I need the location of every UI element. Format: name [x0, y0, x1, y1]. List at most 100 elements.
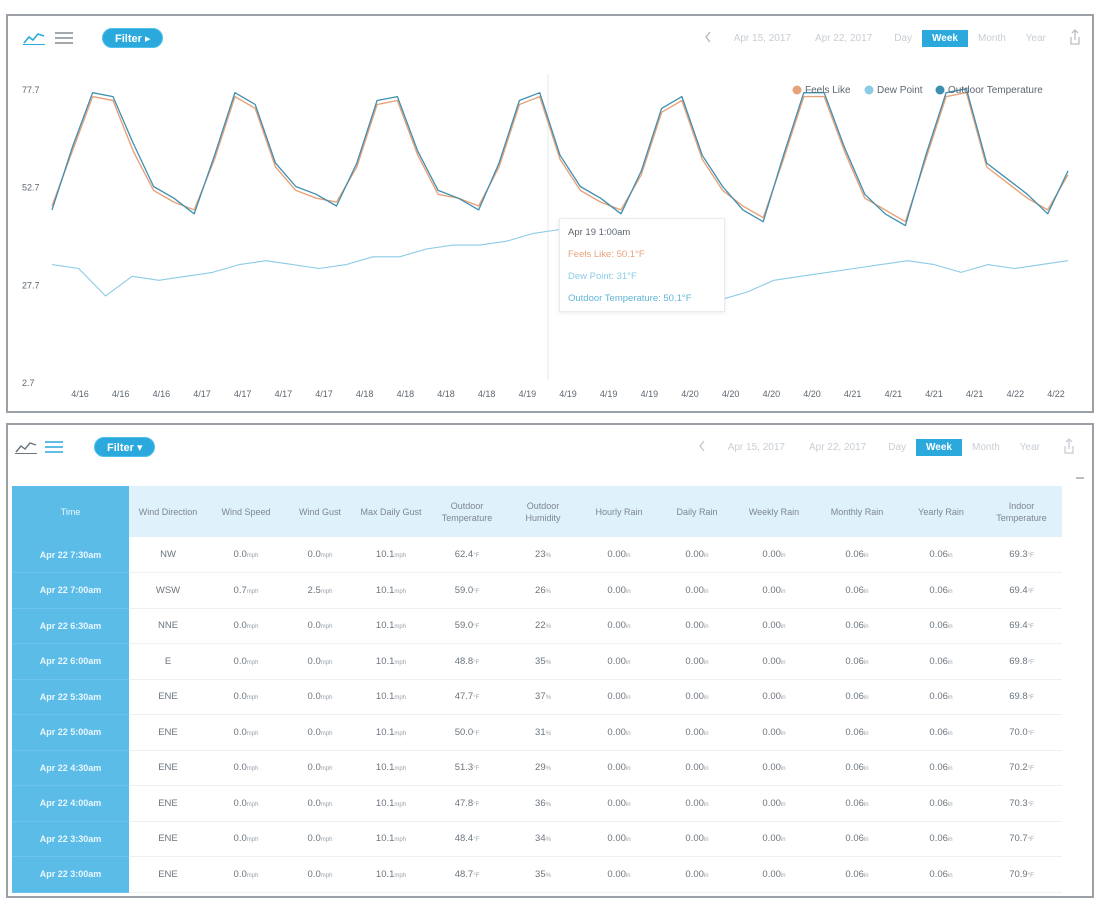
segment-week[interactable]: Week [922, 29, 968, 47]
series-line-outdoor-temperature[interactable] [51, 88, 1069, 227]
cell-unit: in [780, 588, 786, 595]
table-row[interactable]: Apr 22 6:30am NNE 0.0mph 0.0mph 10.1mph 59.0°… [12, 608, 1062, 644]
segment-year[interactable]: Year [1025, 32, 1046, 44]
cell-unit: in [625, 624, 631, 631]
line-chart-icon[interactable] [14, 437, 38, 457]
cell-value: 0.00 [685, 691, 704, 703]
date-from[interactable]: Apr 15, 2017 [733, 32, 791, 44]
segment-day[interactable]: Day [888, 441, 907, 453]
table-cell: 0.00in [659, 643, 735, 680]
table-row[interactable]: Apr 22 4:30am ENE 0.0mph 0.0mph 10.1mph 51.3°… [12, 750, 1062, 786]
table-cell: 69.4°F [981, 608, 1062, 644]
cell-value: 0.06 [929, 655, 948, 667]
table-cell: 0.00in [659, 821, 735, 857]
table-row[interactable]: Apr 22 5:30am ENE 0.0mph 0.0mph 10.1mph 47.7°… [12, 679, 1062, 715]
table-row[interactable]: Apr 22 7:30am NW 0.0mph 0.0mph 10.1mph 62.4°F… [12, 537, 1062, 573]
cell-value: 0.06 [929, 620, 948, 632]
column-header[interactable]: Monthly Rain [813, 486, 901, 537]
column-header[interactable]: Max Daily Gust [355, 486, 427, 537]
cell-value: 0.00 [762, 620, 781, 632]
x-tick-label: 4/21 [966, 389, 984, 399]
cell-value: 10.1 [375, 868, 395, 880]
column-header[interactable]: Wind Speed [207, 486, 285, 537]
table-row[interactable]: Apr 22 6:00am E 0.0mph 0.0mph 10.1mph 48.8°F 3… [12, 643, 1062, 680]
data-table-container[interactable]: Time Wind Direction Wind Speed Wind Gust Max… [12, 486, 1062, 894]
table-cell: 0.06in [901, 856, 981, 893]
column-header[interactable]: Daily Rain [659, 486, 735, 537]
cell-unit: in [703, 659, 709, 666]
legend-dew-point[interactable]: Dew Point [877, 85, 923, 96]
column-header[interactable]: Yearly Rain [901, 486, 981, 537]
chevron-left-icon[interactable] [698, 440, 706, 455]
column-header[interactable]: Weekly Rain [735, 486, 813, 537]
cell-unit: in [863, 801, 869, 808]
table-row[interactable]: Apr 22 4:00am ENE 0.0mph 0.0mph 10.1mph 47.8°… [12, 785, 1062, 822]
x-tick-label: 4/21 [885, 389, 903, 399]
list-icon[interactable] [52, 28, 76, 48]
column-header[interactable]: Outdoor Humidity [507, 486, 579, 537]
legend-outdoor-temperature[interactable]: Outdoor Temperature [948, 85, 1043, 96]
chevron-left-icon[interactable] [704, 31, 712, 46]
cell-unit: mph [394, 553, 407, 559]
cell-value: 70.7 [1009, 833, 1028, 845]
temperature-chart[interactable]: 77.7 52.7 27.7 2.7 4/16 4/16 4/16 4/17 4/17 4/17… [8, 60, 1092, 411]
segment-month[interactable]: Month [977, 32, 1006, 44]
cell-value: 0.00 [607, 762, 626, 774]
series-line-feels-like[interactable] [51, 92, 1069, 223]
export-icon[interactable] [1068, 28, 1082, 48]
x-tick-label: 4/18 [437, 389, 455, 399]
cell-value: 0.00 [685, 762, 704, 774]
table-row[interactable]: Apr 22 3:30am ENE 0.0mph 0.0mph 10.1mph 48.4°… [12, 821, 1062, 857]
table-cell: 69.4°F [981, 572, 1062, 609]
table-row[interactable]: Apr 22 7:00am WSW 0.7mph 2.5mph 10.1mph 59.0°… [12, 572, 1062, 609]
table-cell: 70.7°F [981, 821, 1062, 857]
table-cell: 50.0°F [427, 714, 507, 751]
date-to[interactable]: Apr 22, 2017 [814, 32, 873, 44]
column-header[interactable]: Time [12, 486, 129, 537]
cell-value: 37 [535, 691, 546, 703]
filter-button[interactable]: Filter ▾ [94, 437, 156, 457]
table-cell: 35% [507, 643, 579, 680]
cell-value: Apr 22 4:30am [39, 762, 102, 773]
export-icon[interactable] [1062, 437, 1076, 457]
cell-unit: °F [473, 837, 480, 844]
segment-month[interactable]: Month [971, 441, 1000, 453]
segment-day[interactable]: Day [894, 32, 913, 44]
list-icon[interactable] [42, 437, 66, 457]
column-header[interactable]: Wind Direction [129, 486, 207, 537]
segment-year[interactable]: Year [1019, 441, 1040, 453]
table-cell: 0.06in [901, 714, 981, 751]
table-row[interactable]: Apr 22 5:00am ENE 0.0mph 0.0mph 10.1mph 50.0°… [12, 714, 1062, 751]
table-cell: 48.7°F [427, 856, 507, 893]
cell-value: Apr 22 3:00am [39, 869, 102, 880]
line-chart-icon[interactable] [22, 28, 46, 48]
cell-value: 35 [535, 655, 546, 667]
cell-value: 0.06 [845, 620, 864, 632]
cell-unit: mph [320, 624, 333, 631]
column-header[interactable]: Wind Gust [285, 486, 355, 537]
legend-feels-like[interactable]: Feels Like [805, 85, 851, 96]
table-cell: Apr 22 7:30am [12, 537, 129, 573]
table-cell: 0.00in [735, 750, 813, 786]
segment-week[interactable]: Week [916, 438, 962, 456]
cell-value: Apr 22 5:30am [39, 691, 102, 702]
x-tick-label: 4/18 [356, 389, 374, 399]
table-cell: 10.1mph [355, 537, 427, 573]
date-from[interactable]: Apr 15, 2017 [727, 441, 785, 453]
cell-value: 0.0 [233, 726, 247, 738]
scrollbar-handle[interactable] [1076, 477, 1084, 479]
table-cell: 0.00in [659, 714, 735, 751]
table-cell: 0.06in [813, 821, 901, 857]
table-cell: 0.06in [813, 750, 901, 786]
filter-button[interactable]: Filter ▸ [102, 28, 164, 48]
cell-unit: in [780, 730, 786, 737]
column-header[interactable]: Hourly Rain [579, 486, 659, 537]
column-header[interactable]: Indoor Temperature [981, 486, 1062, 537]
cell-value: 0.00 [762, 655, 781, 667]
column-header[interactable]: Outdoor Temperature [427, 486, 507, 537]
cell-value: 0.0 [233, 762, 247, 774]
cell-value: 0.00 [607, 620, 626, 632]
date-to[interactable]: Apr 22, 2017 [808, 441, 867, 453]
cell-unit: °F [473, 553, 480, 559]
table-row[interactable]: Apr 22 3:00am ENE 0.0mph 0.0mph 10.1mph 48.7°… [12, 856, 1062, 893]
